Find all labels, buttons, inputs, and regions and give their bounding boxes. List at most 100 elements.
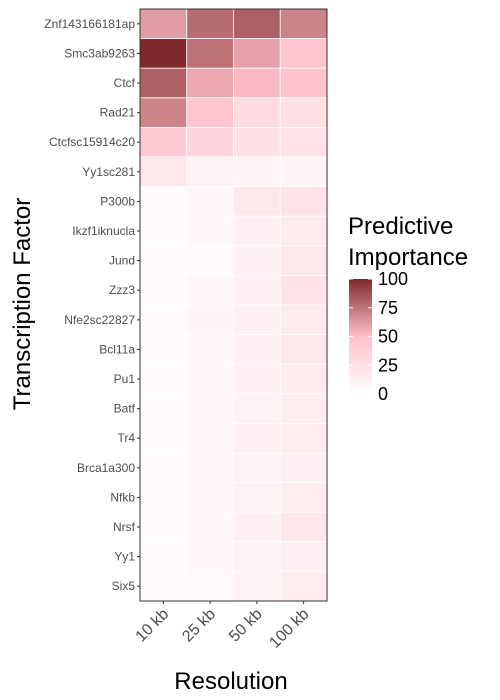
heatmap-cell: [186, 274, 234, 306]
row-label: Bcl11a: [99, 342, 135, 356]
heatmap-cell: [233, 156, 281, 188]
legend-ticks: 100 75 50 25 0: [349, 269, 408, 404]
panel-border: [139, 8, 328, 602]
heatmap-cell: [186, 97, 234, 128]
heatmap-cell: [139, 274, 188, 306]
heatmap-cell: [186, 393, 234, 424]
heatmap-cell: [139, 452, 188, 484]
row-label: Pu1: [114, 372, 136, 386]
legend-tick-label: 25: [378, 355, 398, 375]
heatmap-cell: [279, 156, 328, 188]
legend-tick-label: 100: [378, 269, 408, 289]
heatmap-cell: [233, 127, 281, 158]
heatmap-cell: [186, 186, 234, 217]
heatmap-cell: [279, 452, 328, 484]
heatmap-cell: [279, 482, 328, 513]
heatmap-cell: [233, 482, 281, 513]
y-axis-title: Transcription Factor: [9, 198, 36, 411]
heatmap-cell: [233, 245, 281, 276]
row-label: Znf143166181ap: [44, 17, 135, 31]
heatmap-cell: [139, 215, 188, 247]
row-label: Six5: [112, 579, 136, 593]
heatmap-cell: [279, 127, 328, 158]
heatmap-cell: [186, 215, 234, 247]
heatmap-cell: [139, 97, 188, 128]
heatmap-cell: [186, 511, 234, 543]
heatmap-cell: [186, 541, 234, 572]
heatmap-cell: [233, 393, 281, 424]
heatmap-cell: [233, 8, 281, 40]
heatmap-cell: [279, 334, 328, 365]
heatmap-cell: [186, 422, 234, 454]
row-label: Nrsf: [113, 520, 136, 534]
row-label: Brca1a300: [77, 461, 135, 475]
heatmap-cell: [279, 571, 328, 602]
row-label: Rad21: [100, 106, 136, 120]
heatmap-cell: [279, 304, 328, 336]
heatmap-cell: [139, 363, 188, 395]
row-label: Jund: [109, 254, 135, 268]
heatmap-cell: [139, 156, 188, 188]
heatmap-cell: [186, 38, 234, 69]
heatmap-cell: [279, 422, 328, 454]
heatmap-cell: [186, 67, 234, 99]
heatmap-cell: [186, 304, 234, 336]
heatmap-cell: [279, 245, 328, 276]
heatmap-cell: [139, 186, 188, 217]
row-label: Smc3ab9263: [64, 46, 135, 60]
row-label: Yy1sc281: [82, 165, 135, 179]
heatmap-cell: [139, 571, 188, 602]
heatmap-cell: [233, 97, 281, 128]
heatmap-cell: [233, 215, 281, 247]
heatmap-cell: [233, 38, 281, 69]
row-ticks: [137, 23, 140, 587]
heatmap-cell: [139, 422, 188, 454]
heatmap-cell: [233, 363, 281, 395]
heatmap-cell: [279, 541, 328, 572]
heatmap-cell: [233, 452, 281, 484]
row-label: Yy1: [114, 550, 135, 564]
heatmap-cell: [233, 511, 281, 543]
row-label: Nfe2sc22827: [64, 313, 135, 327]
row-label: Tr4: [117, 431, 135, 445]
row-label: Ctcf: [114, 76, 136, 90]
heatmap-cell: [186, 452, 234, 484]
heatmap-cell: [139, 38, 188, 69]
heatmap-cells: [139, 8, 328, 602]
heatmap-cell: [279, 8, 328, 40]
legend-tick-label: 50: [378, 327, 398, 347]
heatmap-cell: [279, 97, 328, 128]
heatmap-cell: [233, 274, 281, 306]
heatmap-cell: [186, 8, 234, 40]
heatmap-cell: [139, 541, 188, 572]
heatmap-cell: [139, 8, 188, 40]
col-ticks: [162, 601, 305, 604]
x-axis-title: Resolution: [174, 668, 287, 695]
legend-tick-label: 75: [378, 298, 398, 318]
heatmap-cell: [139, 245, 188, 276]
heatmap-cell: [186, 482, 234, 513]
heatmap-cell: [279, 511, 328, 543]
heatmap-cell: [139, 67, 188, 99]
row-label: Nfkb: [110, 490, 135, 504]
row-label: P300b: [100, 194, 135, 208]
heatmap-cell: [139, 304, 188, 336]
row-labels: Znf143166181ap Smc3ab9263 Ctcf Rad21 Ctcfsc1…: [44, 17, 135, 593]
heatmap-cell: [233, 186, 281, 217]
heatmap-cell: [186, 334, 234, 365]
heatmap-cell: [233, 571, 281, 602]
heatmap-cell: [279, 274, 328, 306]
legend-title-line-1: Predictive: [348, 213, 453, 240]
heatmap-cell: [186, 245, 234, 276]
col-label: 100 kb: [266, 606, 312, 652]
row-label: Ikzf1iknucla: [72, 224, 135, 238]
col-label: 50 kb: [226, 606, 266, 646]
legend: Predictive Importance 100 75 50 25 0: [348, 213, 468, 404]
row-label: Zzz3: [109, 283, 135, 297]
heatmap-cell: [279, 363, 328, 395]
col-labels: 10 kb 25 kb 50 kb 100 kb: [133, 606, 313, 652]
heatmap-cell: [233, 422, 281, 454]
heatmap-cell: [139, 334, 188, 365]
heatmap-cell: [279, 38, 328, 69]
